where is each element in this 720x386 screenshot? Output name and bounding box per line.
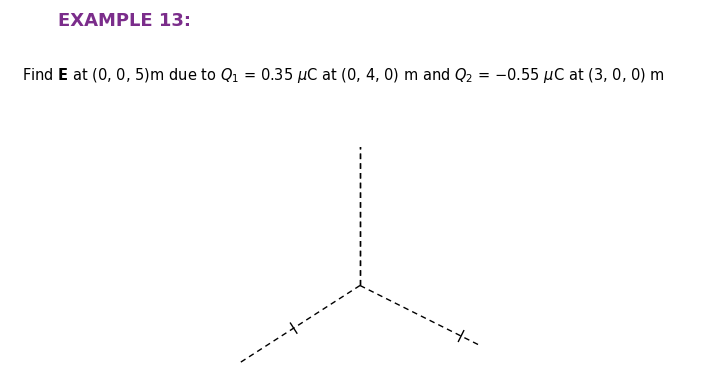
Text: Find $\mathbf{E}$ at (0, 0, 5)m due to $Q_1$ = 0.35 $\mu$C at (0, 4, 0) m and $Q: Find $\mathbf{E}$ at (0, 0, 5)m due to $… (22, 66, 665, 85)
Text: EXAMPLE 13:: EXAMPLE 13: (58, 12, 191, 30)
